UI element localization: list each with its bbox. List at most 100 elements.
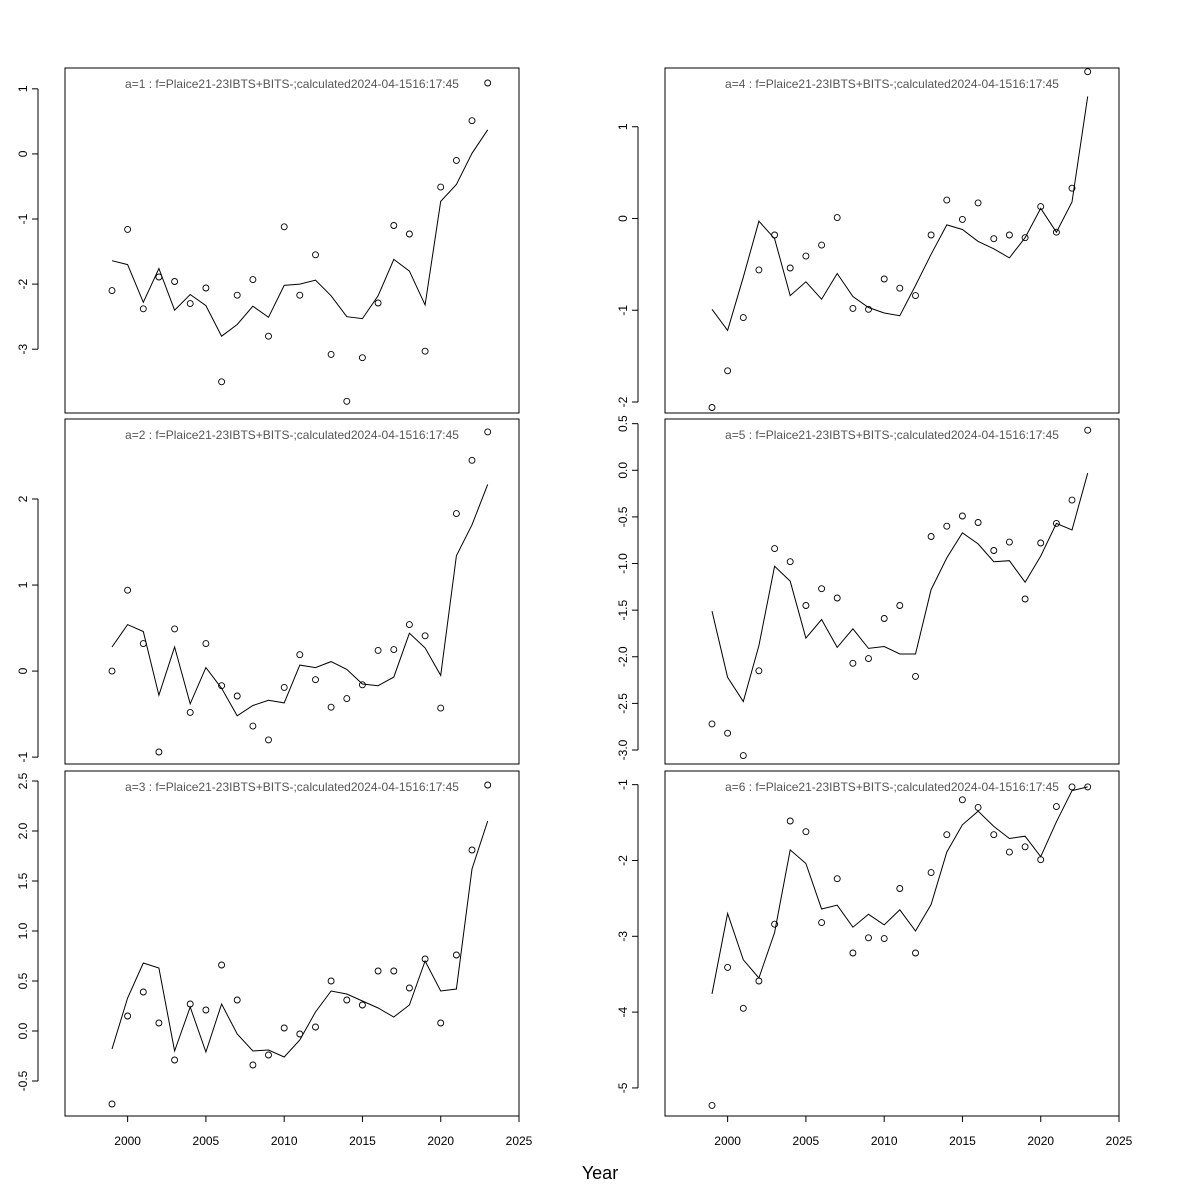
observed-point (802, 252, 810, 260)
y-tick-label: -3 (16, 344, 30, 355)
observed-point (958, 512, 966, 520)
observed-point (437, 1019, 445, 1027)
y-tick-label: 0.0 (616, 462, 630, 479)
fitted-line (111, 484, 489, 717)
y-tick-label: -4 (616, 1006, 630, 1017)
observed-point (833, 594, 841, 602)
observed-point (708, 1101, 716, 1109)
observed-point (786, 558, 794, 566)
y-tick-label: -1 (616, 779, 630, 790)
panel-6: -5 -4 -3 -2 -1 2000 2005 2010 2015 2020 2025 a=6 : … (616, 770, 1133, 1148)
panel-4: -2 -1 0 1 a=4 : f=Plaice21-23IBTS+BITS-;calc… (616, 67, 1120, 414)
y-tick-label: 0.5 (616, 415, 630, 432)
observed-point (1068, 496, 1076, 504)
observed-point (390, 967, 398, 975)
observed-point (202, 1006, 210, 1014)
y-tick-label: 2 (16, 495, 30, 502)
observed-point (202, 640, 210, 648)
observed-point (865, 934, 872, 942)
observed-point (708, 720, 716, 728)
observed-point (233, 996, 241, 1004)
observed-point (739, 752, 747, 760)
y-tick-label: 1.0 (16, 922, 30, 939)
y-tick-label: 0 (16, 150, 30, 157)
observed-point (1084, 783, 1092, 791)
observed-point (218, 378, 226, 386)
observed-point (265, 332, 272, 340)
observed-point (186, 708, 194, 716)
observed-point (1068, 184, 1076, 192)
observed-point (358, 354, 366, 362)
observed-point (818, 241, 826, 249)
fitted-line (111, 129, 489, 337)
observed-point (171, 625, 179, 633)
observed-point (833, 214, 841, 222)
panel-title: a=1 : f=Plaice21-23IBTS+BITS-;calculated… (125, 77, 459, 91)
y-tick-label: -0.5 (616, 506, 630, 527)
y-tick-label: -2.0 (616, 646, 630, 667)
panel-title: a=6 : f=Plaice21-23IBTS+BITS-;calculated… (725, 780, 1059, 794)
observed-point (943, 522, 951, 530)
observed-point (849, 659, 857, 667)
observed-point (771, 545, 779, 553)
panel-frame (64, 67, 520, 414)
observed-point (724, 367, 732, 375)
observed-point (343, 996, 351, 1004)
observed-point (1068, 783, 1076, 791)
observed-point (296, 1030, 304, 1038)
panel-frame (664, 67, 1120, 414)
observed-point (452, 156, 460, 164)
observed-point (296, 651, 304, 659)
y-tick-label: -1 (16, 751, 30, 762)
observed-point (390, 646, 398, 654)
observed-point (1005, 848, 1013, 856)
panel-1: -3 -2 -1 0 1 a=1 : f=Plaice21-23IBTS+BITS-;ca… (16, 67, 520, 414)
observed-point (343, 695, 351, 703)
observed-point (943, 196, 951, 204)
observed-point (437, 704, 445, 712)
observed-point (912, 672, 919, 680)
panel-title: a=2 : f=Plaice21-23IBTS+BITS-;calculated… (125, 428, 459, 442)
panel-2: -1 0 1 2 a=2 : f=Plaice21-23IBTS+BITS-;calcu… (16, 418, 520, 765)
observed-point (280, 223, 288, 231)
observed-point (1037, 203, 1045, 211)
x-tick-label: 2025 (1106, 1134, 1133, 1148)
observed-point (108, 667, 116, 675)
observed-point (818, 919, 826, 927)
observed-point (1005, 538, 1013, 546)
observed-point (155, 748, 163, 756)
observed-point (990, 235, 998, 243)
observed-point (849, 949, 857, 957)
y-tick-label: -2 (616, 855, 630, 866)
observed-point (218, 961, 226, 969)
observed-point (233, 692, 241, 700)
observed-point (374, 646, 382, 654)
observed-point (896, 885, 904, 892)
observed-point (1084, 426, 1092, 434)
observed-point (708, 404, 716, 411)
y-tick-label: 1 (16, 85, 30, 92)
observed-point (390, 222, 398, 229)
observed-point (405, 230, 413, 238)
observed-point (786, 264, 794, 272)
observed-point (896, 602, 904, 609)
y-tick-label: -3.0 (616, 739, 630, 760)
panel-title: a=5 : f=Plaice21-23IBTS+BITS-;calculated… (725, 428, 1059, 442)
observed-point (927, 869, 935, 877)
observed-point (1021, 843, 1029, 851)
observed-point (155, 1019, 163, 1027)
x-tick-label: 2020 (427, 1134, 454, 1148)
observed-point (468, 456, 476, 464)
panel-title: a=4 : f=Plaice21-23IBTS+BITS-;calculated… (725, 77, 1059, 91)
observed-point (327, 977, 335, 985)
panel-3: -0.5 0.0 0.5 1.0 1.5 2.0 2.5 2000 2005 2010 2015 20… (16, 770, 533, 1148)
y-tick-label: -0.5 (16, 1070, 30, 1091)
observed-point (990, 547, 998, 554)
panels-group: -3 -2 -1 0 1 a=1 : f=Plaice21-23IBTS+BITS-;ca… (16, 67, 1133, 1148)
observed-point (802, 602, 810, 609)
observed-point (958, 796, 966, 804)
observed-point (327, 350, 335, 358)
observed-point (1037, 539, 1045, 547)
observed-point (249, 722, 257, 730)
